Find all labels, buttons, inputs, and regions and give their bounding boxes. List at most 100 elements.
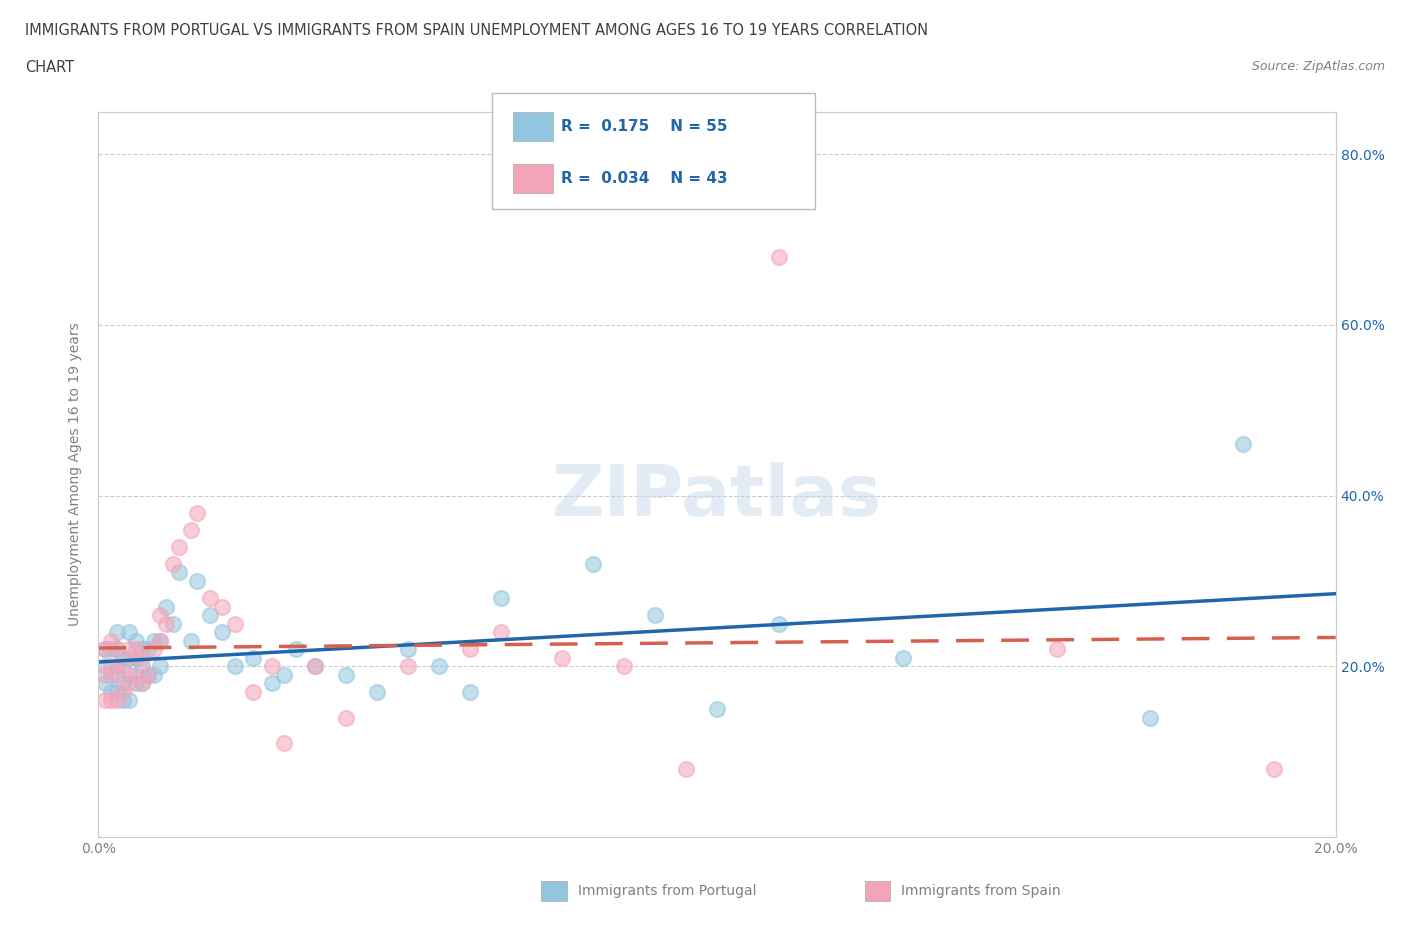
Point [93,668,115,683]
Point [427,658,450,673]
Point [149,607,172,622]
Point [458,642,481,657]
Text: CHART: CHART [25,60,75,75]
Y-axis label: Unemployment Among Ages 16 to 19 years: Unemployment Among Ages 16 to 19 years [69,323,83,626]
Point [1232,437,1254,452]
Point [100,693,122,708]
Point [136,642,159,657]
Point [131,658,153,673]
Point [167,539,190,554]
Point [1139,711,1161,725]
Point [93,642,115,657]
Point [118,642,141,657]
Point [242,684,264,699]
Text: ZIPatlas: ZIPatlas [553,461,882,530]
Point [149,633,172,648]
Point [155,599,177,614]
Point [198,591,221,605]
Point [224,617,246,631]
Point [335,668,357,683]
Point [143,668,166,683]
Point [143,642,166,657]
Point [180,633,202,648]
Point [242,650,264,665]
Point [118,650,141,665]
Point [149,633,172,648]
Point [582,556,605,571]
Point [124,668,146,683]
Point [186,574,208,589]
Point [105,668,128,683]
Point [118,693,141,708]
Point [112,693,135,708]
Point [551,650,574,665]
Point [112,650,135,665]
Point [489,591,512,605]
Point [162,617,184,631]
Point [304,658,326,673]
Point [273,736,295,751]
Point [124,676,146,691]
Text: Source: ZipAtlas.com: Source: ZipAtlas.com [1251,60,1385,73]
Text: Immigrants from Portugal: Immigrants from Portugal [578,884,756,898]
Point [211,599,233,614]
Point [180,523,202,538]
Point [396,658,419,673]
Point [100,658,122,673]
Point [100,684,122,699]
Point [675,762,697,777]
Point [155,617,177,631]
Point [260,676,283,691]
Point [891,650,914,665]
Point [458,684,481,699]
Text: R =  0.175    N = 55: R = 0.175 N = 55 [561,119,727,134]
Point [124,633,146,648]
Point [335,711,357,725]
Point [143,633,166,648]
Point [131,676,153,691]
Point [136,668,159,683]
Point [706,701,728,716]
Point [260,658,283,673]
Point [118,625,141,640]
Point [211,625,233,640]
Point [93,676,115,691]
Point [366,684,388,699]
Point [118,668,141,683]
Text: Immigrants from Spain: Immigrants from Spain [901,884,1062,898]
Point [112,684,135,699]
Point [112,658,135,673]
Point [105,693,128,708]
Point [100,642,122,657]
Point [1046,642,1069,657]
Point [93,658,115,673]
Point [304,658,326,673]
Point [768,249,790,264]
Point [224,658,246,673]
Point [1263,762,1285,777]
Point [100,633,122,648]
Point [162,556,184,571]
Point [124,650,146,665]
Point [112,676,135,691]
Point [93,642,115,657]
Point [613,658,636,673]
Point [105,658,128,673]
Point [198,607,221,622]
Point [644,607,666,622]
Text: IMMIGRANTS FROM PORTUGAL VS IMMIGRANTS FROM SPAIN UNEMPLOYMENT AMONG AGES 16 TO : IMMIGRANTS FROM PORTUGAL VS IMMIGRANTS F… [25,23,928,38]
Point [131,676,153,691]
Point [186,505,208,520]
Point [105,625,128,640]
Point [118,676,141,691]
Point [100,668,122,683]
Point [131,650,153,665]
Text: R =  0.034    N = 43: R = 0.034 N = 43 [561,171,728,186]
Point [93,693,115,708]
Point [131,642,153,657]
Point [167,565,190,580]
Point [396,642,419,657]
Point [136,668,159,683]
Point [149,658,172,673]
Point [105,684,128,699]
